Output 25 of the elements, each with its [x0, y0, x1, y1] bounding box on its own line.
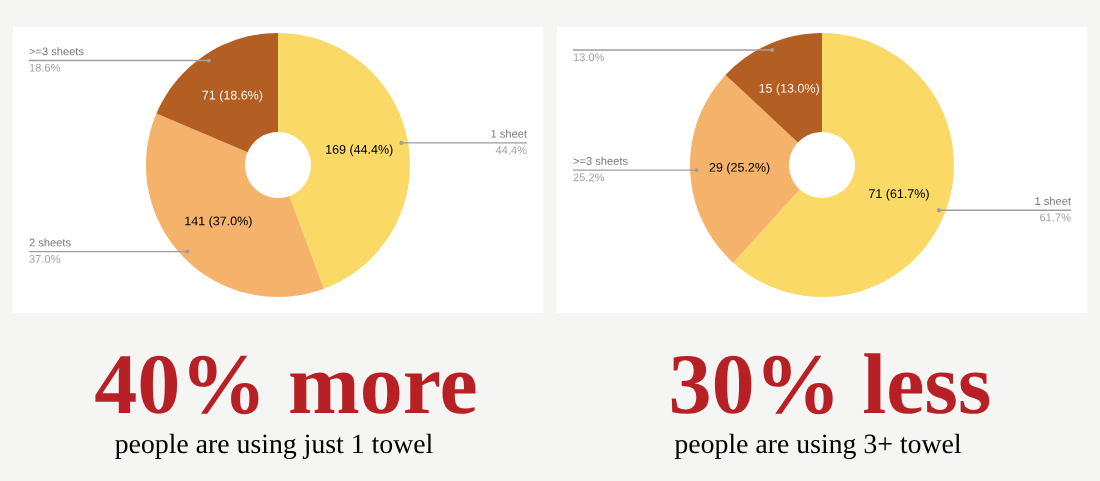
text: people are using just 1 towel — [115, 433, 433, 459]
donut-slice — [278, 33, 410, 289]
text: people are using 3+ towel — [674, 433, 962, 459]
donut-slice — [725, 33, 822, 143]
data-label: 29 (25.2%) — [709, 162, 770, 175]
text: 40% more — [95, 355, 476, 415]
slice-label: >=3 sheets — [29, 47, 84, 56]
slice-label: >=3 sheets — [573, 156, 628, 165]
text: 30% less — [671, 353, 990, 415]
text: 37.0% — [29, 254, 61, 263]
data-label: 71 (61.7%) — [869, 188, 929, 201]
text: 13.0% — [573, 53, 605, 62]
text: 25.2% — [573, 173, 605, 182]
data-label: 15 (13.0%) — [759, 83, 819, 96]
data-label: 71 (18.6%) — [202, 90, 263, 103]
text: 18.6% — [29, 63, 61, 72]
donut-slice — [146, 113, 324, 297]
slice-label: 1 sheet — [491, 129, 527, 138]
text: 44.4% — [495, 146, 527, 154]
donut-slice — [156, 33, 278, 153]
text: 61.7% — [1040, 213, 1071, 222]
data-label: 141 (37.0%) — [185, 216, 252, 228]
slice-label: 1 sheet — [1035, 196, 1071, 206]
data-label: 169 (44.4%) — [326, 144, 393, 157]
slice-label: 2 sheets — [29, 238, 71, 247]
